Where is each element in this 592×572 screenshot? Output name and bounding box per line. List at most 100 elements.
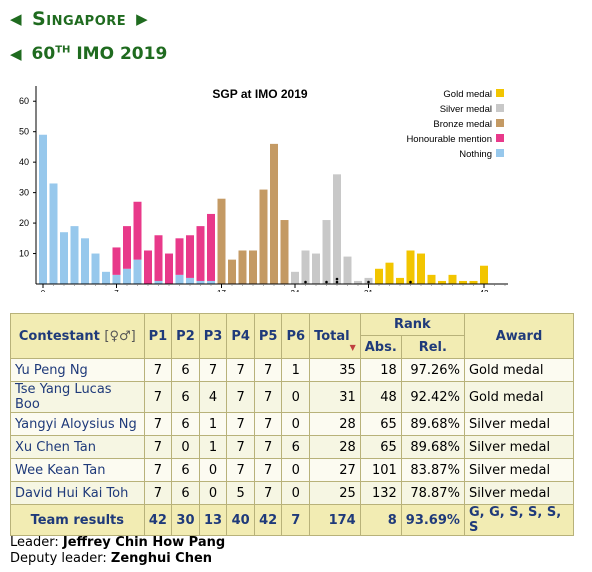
total-cell: 28 bbox=[309, 435, 361, 459]
bar-gold-medal bbox=[396, 277, 404, 284]
bar-silver-medal bbox=[354, 280, 362, 284]
deputy-name: Zenghui Chen bbox=[110, 551, 213, 566]
abs-rank-cell: 132 bbox=[359, 481, 402, 505]
table-cell: 7 bbox=[143, 381, 173, 413]
legend-label: Honourable mention bbox=[406, 134, 492, 145]
column-header-p5[interactable]: P5 bbox=[253, 313, 283, 359]
column-header-p1[interactable]: P1 bbox=[143, 313, 173, 359]
rel-rank-cell: 83.87% bbox=[400, 458, 465, 482]
bar-nothing bbox=[81, 238, 89, 284]
team-cell: 30 bbox=[171, 504, 200, 536]
x-tick-label: 7 bbox=[114, 289, 119, 292]
table-cell: 6 bbox=[171, 481, 200, 505]
previous-country-arrow-icon[interactable]: ◀ bbox=[10, 10, 23, 28]
legend-swatch bbox=[496, 134, 504, 142]
bar-nothing bbox=[49, 183, 58, 284]
imo-ordinal-suffix: TH bbox=[55, 44, 71, 56]
chart-title: SGP at IMO 2019 bbox=[212, 87, 307, 101]
table-cell: 1 bbox=[198, 412, 228, 436]
contestant-name-link[interactable]: Wee Kean Tan bbox=[10, 458, 145, 482]
imo-ordinal: 60 bbox=[31, 44, 56, 64]
column-header-p6[interactable]: P6 bbox=[281, 313, 311, 359]
table-row: Wee Kean Tan 7 6 0 7 7 0 27 101 83.87% S… bbox=[10, 458, 575, 482]
column-header-p3[interactable]: P3 bbox=[198, 313, 228, 359]
bar-nothing bbox=[175, 274, 184, 284]
team-member-marker bbox=[304, 280, 307, 284]
team-cell: 13 bbox=[198, 504, 228, 536]
score-distribution-chart: 10 20 30 40 50 60 0 7 17 24 31 42 SGP at IMO 2019 Gol… bbox=[19, 86, 508, 292]
contestant-header-label: Contestant bbox=[18, 328, 100, 344]
bar-honourable-mention bbox=[144, 250, 152, 284]
bar-gold-medal bbox=[385, 262, 394, 284]
column-header-total[interactable]: Total▼ bbox=[309, 313, 361, 359]
bar-honourable-mention bbox=[165, 253, 173, 284]
column-header-contestant[interactable]: Contestant [♀♂] bbox=[10, 313, 145, 359]
team-cell: 40 bbox=[226, 504, 255, 536]
bar-nothing bbox=[70, 226, 79, 284]
rel-rank-cell: 97.26% bbox=[400, 358, 465, 382]
team-cell: 7 bbox=[281, 504, 311, 536]
bar-gold-medal bbox=[459, 280, 467, 284]
abs-rank-cell: 48 bbox=[359, 381, 402, 413]
table-cell: 6 bbox=[171, 358, 200, 382]
bar-gold-medal bbox=[469, 280, 478, 284]
table-cell: 7 bbox=[253, 435, 283, 459]
column-header-award[interactable]: Award bbox=[463, 313, 575, 359]
gender-toggle[interactable]: [♀♂] bbox=[104, 328, 136, 344]
table-cell: 0 bbox=[281, 381, 311, 413]
bar-bronze-medal bbox=[259, 189, 268, 284]
table-header-row: Contestant [♀♂] P1 P2 P3 P4 P5 P6 Total▼… bbox=[10, 313, 575, 359]
deputy-label: Deputy leader: bbox=[10, 551, 107, 566]
column-header-p2[interactable]: P2 bbox=[171, 313, 200, 359]
rel-rank-cell: 92.42% bbox=[400, 381, 465, 413]
bar-honourable-mention bbox=[133, 201, 142, 260]
table-cell: 7 bbox=[143, 435, 173, 459]
table-cell: 7 bbox=[253, 358, 283, 382]
table-row: Yu Peng Ng 7 6 7 7 7 1 35 18 97.26% Gold… bbox=[10, 358, 575, 382]
table-cell: 4 bbox=[198, 381, 228, 413]
x-tick-label: 31 bbox=[364, 289, 373, 292]
team-member-marker bbox=[409, 280, 412, 284]
rel-rank-cell: 78.87% bbox=[400, 481, 465, 505]
contestant-name-link[interactable]: Xu Chen Tan bbox=[10, 435, 145, 459]
bar-nothing bbox=[112, 274, 121, 284]
imo-name: IMO 2019 bbox=[76, 44, 168, 64]
contestant-name-link[interactable]: Tse Yang Lucas Boo bbox=[10, 381, 145, 413]
abs-rank-cell: 65 bbox=[359, 412, 402, 436]
total-header-label: Total bbox=[314, 328, 350, 344]
x-tick-label: 17 bbox=[217, 289, 226, 292]
results-table: Contestant [♀♂] P1 P2 P3 P4 P5 P6 Total▼… bbox=[10, 313, 575, 536]
award-cell: Silver medal bbox=[463, 458, 575, 482]
table-cell: 7 bbox=[226, 412, 255, 436]
table-cell: 0 bbox=[198, 481, 228, 505]
bar-gold-medal bbox=[406, 250, 415, 284]
imo-title: 60TH IMO 2019 bbox=[32, 44, 168, 64]
table-cell: 6 bbox=[171, 458, 200, 482]
y-tick-label: 40 bbox=[19, 157, 29, 167]
column-header-rel[interactable]: Rel. bbox=[400, 335, 465, 359]
table-cell: 7 bbox=[226, 458, 255, 482]
rel-rank-cell: 89.68% bbox=[400, 435, 465, 459]
bar-bronze-medal bbox=[249, 250, 257, 284]
bar-gold-medal bbox=[438, 280, 446, 284]
column-header-p4[interactable]: P4 bbox=[226, 313, 255, 359]
contestant-name-link[interactable]: Yangyi Aloysius Ng bbox=[10, 412, 145, 436]
y-tick-label: 30 bbox=[19, 188, 29, 198]
table-cell: 7 bbox=[198, 358, 228, 382]
legend-label: Gold medal bbox=[443, 89, 492, 100]
column-header-rank: Rank bbox=[359, 313, 465, 336]
contestant-name-link[interactable]: David Hui Kai Toh bbox=[10, 481, 145, 505]
column-header-abs[interactable]: Abs. bbox=[359, 335, 402, 359]
bar-gold-medal bbox=[417, 253, 425, 284]
previous-imo-arrow-icon[interactable]: ◀ bbox=[10, 45, 22, 63]
bar-honourable-mention bbox=[123, 226, 131, 269]
y-tick-label: 20 bbox=[19, 218, 29, 228]
legend-label: Silver medal bbox=[440, 104, 492, 115]
bar-bronze-medal bbox=[228, 259, 236, 284]
contestant-name-link[interactable]: Yu Peng Ng bbox=[10, 358, 145, 382]
bar-honourable-mention bbox=[175, 238, 184, 275]
bar-nothing bbox=[186, 277, 194, 284]
next-country-arrow-icon[interactable]: ▶ bbox=[136, 10, 149, 28]
bar-nothing bbox=[196, 280, 205, 284]
bar-nothing bbox=[123, 268, 131, 284]
